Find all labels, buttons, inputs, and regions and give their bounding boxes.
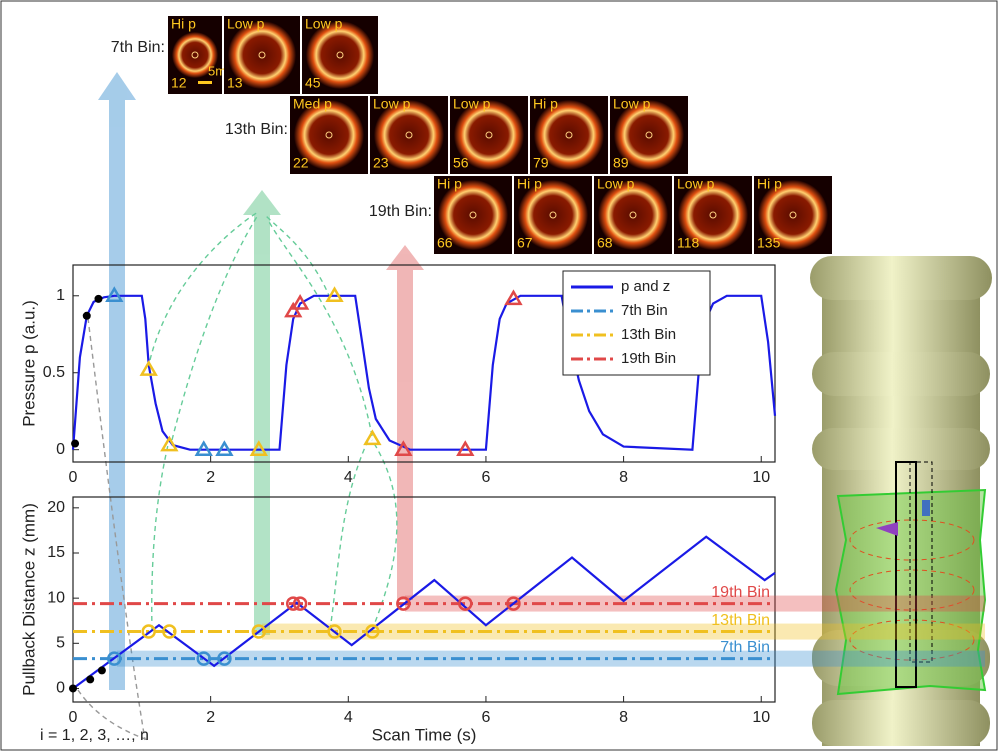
dot-marker xyxy=(94,295,102,303)
state-label: Hi p xyxy=(533,96,558,112)
row-label: 19th Bin: xyxy=(369,203,432,220)
bin-label: 19th Bin xyxy=(711,584,770,601)
x-tick-label: 0 xyxy=(69,469,78,486)
state-label: Med p xyxy=(293,96,332,112)
dot-marker xyxy=(98,666,106,674)
scale-bar xyxy=(198,81,212,84)
frame-label: 13 xyxy=(227,75,243,91)
frame-label: 68 xyxy=(597,235,613,251)
dot-marker xyxy=(83,312,91,320)
dot-marker xyxy=(71,440,79,448)
frame-label: 135 xyxy=(757,235,781,251)
y-tick-label: 20 xyxy=(47,499,65,516)
y-tick-label: 0 xyxy=(56,441,65,458)
y-tick-label: 15 xyxy=(47,544,65,561)
frame-label: 118 xyxy=(677,235,700,251)
state-label: Low p xyxy=(305,16,343,32)
frame-label: 56 xyxy=(453,155,469,171)
x-tick-label: 8 xyxy=(619,469,628,486)
frame-label: 22 xyxy=(293,155,309,171)
frame-label: 66 xyxy=(437,235,453,251)
frame-label: 23 xyxy=(373,155,389,171)
y-tick-label: 0 xyxy=(56,680,65,697)
row-label: 13th Bin: xyxy=(225,121,288,138)
legend-label: 19th Bin xyxy=(621,350,676,367)
y-tick-label: 5 xyxy=(56,635,65,652)
legend-label: 13th Bin xyxy=(621,326,676,343)
y-tick-label: 0.5 xyxy=(43,364,65,381)
frame-label: 89 xyxy=(613,155,629,171)
frame-label: 12 xyxy=(171,75,187,91)
figure: 7th Bin:Hi p125mmLow p13Low p4513th Bin:… xyxy=(0,0,998,751)
x-tick-label: 8 xyxy=(619,709,628,726)
state-label: Low p xyxy=(677,176,715,192)
state-label: Hi p xyxy=(517,176,542,192)
x-tick-label: 4 xyxy=(344,709,353,726)
state-label: Low p xyxy=(227,16,265,32)
state-label: Low p xyxy=(453,96,491,112)
legend-label: 7th Bin xyxy=(621,302,668,319)
bin-label: 13th Bin xyxy=(711,612,770,629)
y-axis-label: Pressure p (a.u.) xyxy=(19,300,38,427)
x-tick-label: 6 xyxy=(481,709,490,726)
y-tick-label: 1 xyxy=(56,287,65,304)
state-label: Hi p xyxy=(757,176,782,192)
dot-marker xyxy=(69,684,77,692)
frame-label: 79 xyxy=(533,155,549,171)
page: 7th Bin:Hi p125mmLow p13Low p4513th Bin:… xyxy=(0,0,998,751)
x-tick-label: 2 xyxy=(206,469,215,486)
frame-label: 67 xyxy=(517,235,533,251)
x-tick-label: 0 xyxy=(69,709,78,726)
y-tick-label: 10 xyxy=(47,589,65,606)
legend-label: p and z xyxy=(621,278,670,295)
x-tick-label: 10 xyxy=(752,469,770,486)
state-label: Low p xyxy=(613,96,651,112)
bin-label: 7th Bin xyxy=(720,639,770,656)
state-label: Low p xyxy=(597,176,635,192)
dot-marker xyxy=(86,675,94,683)
state-label: Low p xyxy=(373,96,411,112)
state-label: Hi p xyxy=(437,176,462,192)
x-tick-label: 2 xyxy=(206,709,215,726)
frame-label: 45 xyxy=(305,75,321,91)
x-axis-label: Scan Time (s) xyxy=(372,725,477,744)
state-label: Hi p xyxy=(171,16,196,32)
x-tick-label: 10 xyxy=(752,709,770,726)
y-axis-label: Pullback Distance z (mm) xyxy=(19,503,38,696)
annotation: i = 1, 2, 3, …, n xyxy=(40,727,149,744)
row-label: 7th Bin: xyxy=(111,39,165,56)
vessel-model xyxy=(810,256,992,746)
x-tick-label: 6 xyxy=(481,469,490,486)
x-tick-label: 4 xyxy=(344,469,353,486)
